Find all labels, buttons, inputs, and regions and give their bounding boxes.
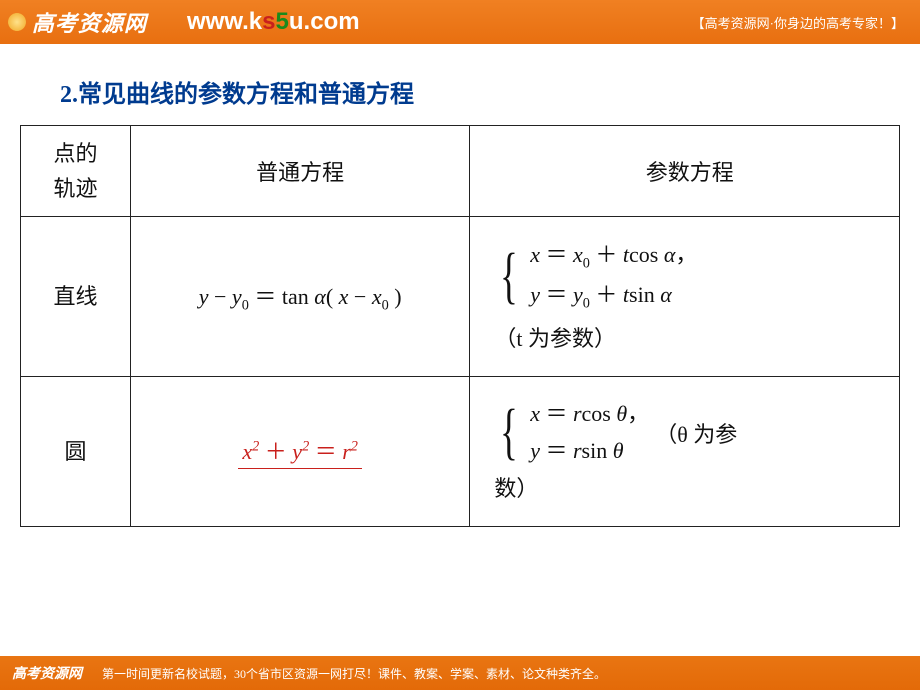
row-circle-label: 圆 (21, 377, 131, 527)
url-s: s (262, 8, 275, 35)
header-trajectory: 点的 轨迹 (21, 126, 131, 217)
line-ordinary-eq: y − y0 ＝ tan α( x − x0 ) (130, 217, 470, 377)
circle-note-side: （θ 为参 (655, 417, 737, 449)
line-param-note: （t 为参数） (494, 321, 885, 353)
logo-block: 高考资源网 (8, 6, 147, 38)
site-header: 高考资源网 www.ks5u.com 【高考资源网·你身边的高考专家！】 (0, 0, 920, 44)
footer-logo: 高考资源网 (12, 663, 82, 683)
footer-text: 第一时间更新名校试题，30个省市区资源一网打尽！课件、教案、学案、素材、论文种类… (102, 665, 606, 682)
equations-table: 点的 轨迹 普通方程 参数方程 直线 y − y0 ＝ tan α( x − x… (20, 125, 900, 527)
content-area: 2.常见曲线的参数方程和普通方程 点的 轨迹 普通方程 参数方程 直线 y − … (0, 44, 920, 527)
url-suffix: .com (304, 8, 360, 35)
row-line-label: 直线 (21, 217, 131, 377)
table-header-row: 点的 轨迹 普通方程 参数方程 (21, 126, 900, 217)
line-parametric-eq: { x ＝ x0 ＋ tcos α， y ＝ y0 ＋ tsin α （t 为参… (470, 217, 900, 377)
row-line: 直线 y − y0 ＝ tan α( x − x0 ) { x ＝ x0 ＋ t… (21, 217, 900, 377)
url-u: u (289, 8, 304, 35)
circle-parametric-eq: { x ＝ rcos θ， y ＝ rsin θ （θ 为参 数） (470, 377, 900, 527)
url-prefix: www. (187, 8, 249, 35)
tagline: 【高考资源网·你身边的高考专家！】 (692, 13, 904, 32)
circle-ordinary-eq: x2 ＋ y2 ＝ r2 (130, 377, 470, 527)
url-5: 5 (276, 8, 289, 35)
site-url: www.ks5u.com (187, 8, 360, 36)
header-c1b: 轨迹 (53, 176, 97, 201)
left-brace-icon: { (500, 408, 518, 458)
url-k: k (249, 8, 262, 35)
row-circle: 圆 x2 ＋ y2 ＝ r2 { x ＝ rcos θ， y ＝ rsin θ … (21, 377, 900, 527)
logo-text: 高考资源网 (32, 6, 147, 38)
header-parametric: 参数方程 (470, 126, 900, 217)
header-ordinary: 普通方程 (130, 126, 470, 217)
left-brace-icon: { (500, 252, 518, 302)
site-footer: 高考资源网 第一时间更新名校试题，30个省市区资源一网打尽！课件、教案、学案、素… (0, 656, 920, 690)
section-title: 2.常见曲线的参数方程和普通方程 (20, 74, 900, 109)
sun-icon (8, 13, 26, 31)
circle-note-below: 数） (494, 471, 885, 503)
header-c1a: 点的 (53, 141, 97, 166)
